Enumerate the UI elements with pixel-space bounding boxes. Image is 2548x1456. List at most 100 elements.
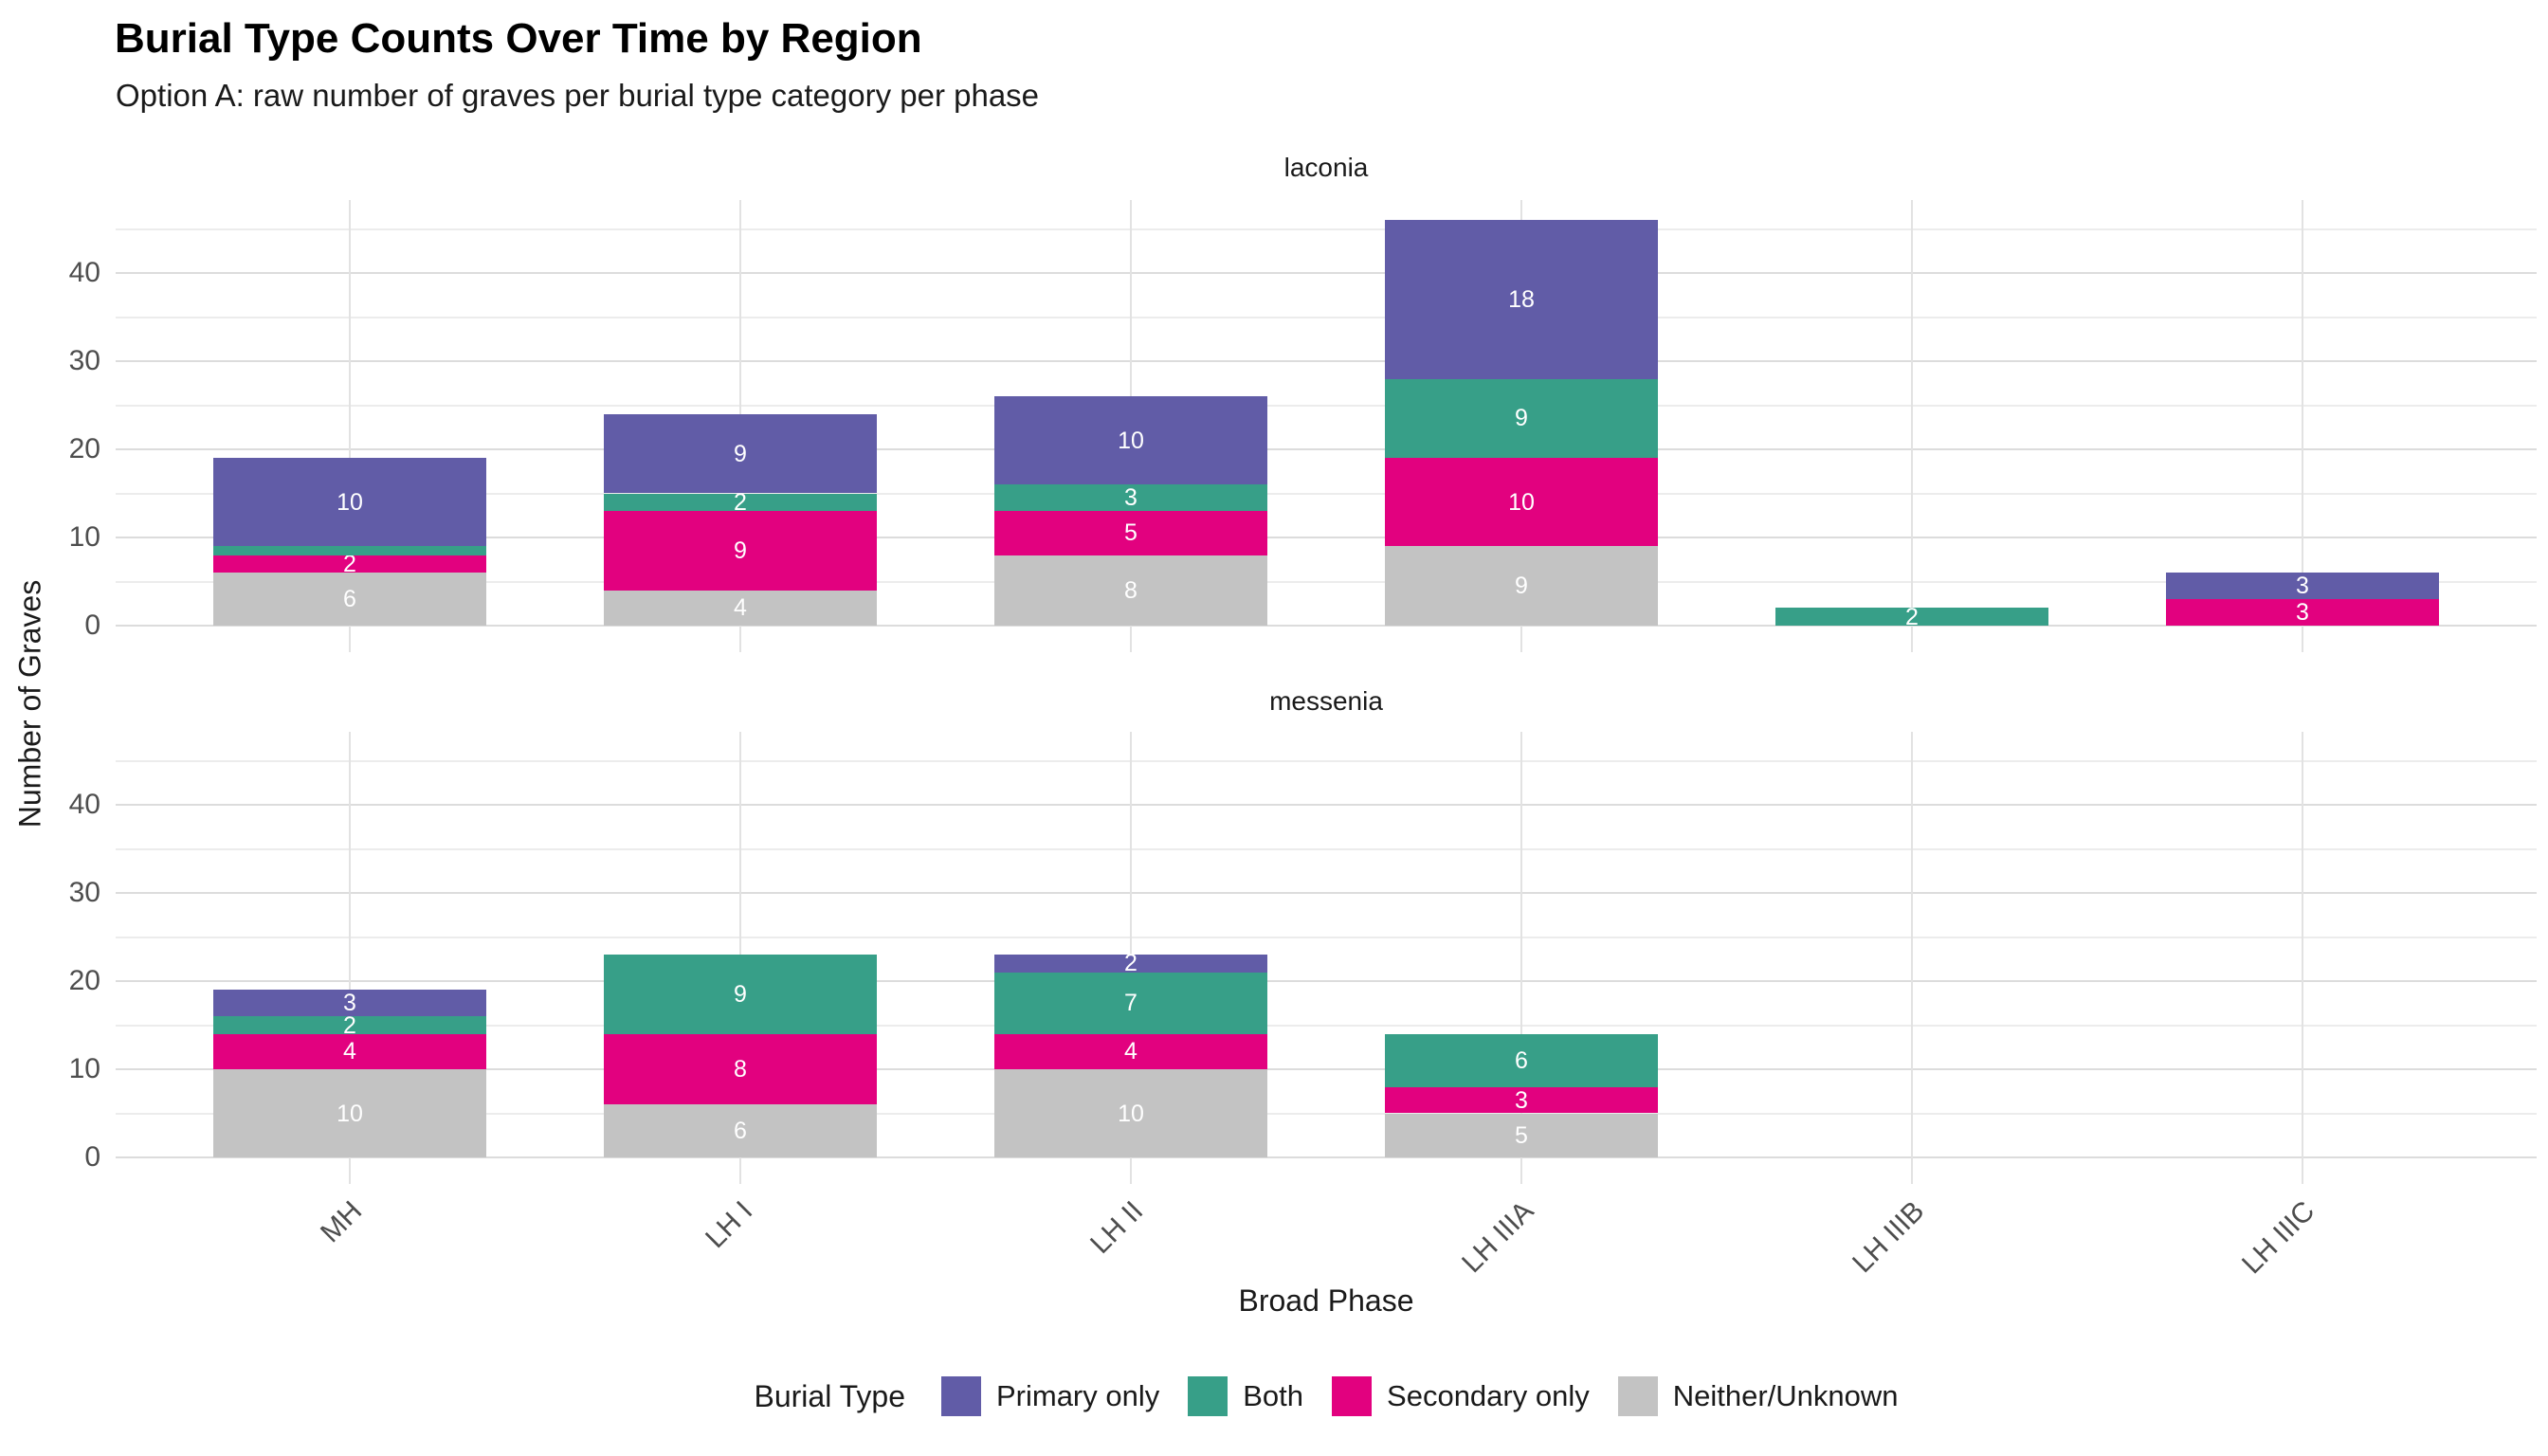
gridline-vertical xyxy=(349,732,351,1184)
gridline-minor xyxy=(116,228,2537,230)
messenia-lh-ii-neither-unknown-segment xyxy=(994,1069,1267,1157)
laconia-lh-ii-secondary-only-value-label: 5 xyxy=(1124,519,1138,547)
messenia-lh-i-both-value-label: 9 xyxy=(734,980,747,1008)
legend-label: Secondary only xyxy=(1387,1379,1590,1412)
legend-swatch-primary-only xyxy=(940,1376,981,1416)
messenia-lh-iiia-secondary-only-value-label: 3 xyxy=(1515,1086,1528,1114)
gridline-major xyxy=(116,625,2537,627)
laconia-lh-ii-both-segment xyxy=(994,484,1267,512)
gridline-major xyxy=(116,360,2537,362)
y-tick-label: 20 xyxy=(68,433,100,464)
laconia-mh-neither-unknown-segment xyxy=(213,573,486,626)
laconia-lh-i-both-value-label: 2 xyxy=(734,488,747,516)
gridline-minor xyxy=(116,847,2537,850)
gridline-minor xyxy=(116,1112,2537,1115)
laconia-mh-secondary-only-segment xyxy=(213,555,486,573)
y-tick-label: 20 xyxy=(68,965,100,996)
legend-item-secondary-only: Secondary only xyxy=(1332,1376,1590,1416)
laconia-lh-i-primary-only-segment xyxy=(604,413,877,494)
x-tick-label-lh-i: LH I xyxy=(700,1194,759,1255)
legend-label: Primary only xyxy=(995,1379,1160,1412)
gridline-vertical xyxy=(349,200,351,652)
chart-subtitle: Option A: raw number of graves per buria… xyxy=(116,78,1040,113)
laconia-lh-i-neither-unknown-segment xyxy=(604,590,877,626)
y-axis-title: Number of Graves xyxy=(12,579,47,828)
messenia-mh-primary-only-value-label: 3 xyxy=(343,990,356,1017)
y-tick-label: 40 xyxy=(68,257,100,288)
laconia-lh-iiic-secondary-only-segment xyxy=(2166,599,2439,626)
gridline-major xyxy=(116,804,2537,806)
x-tick-label-mh: MH xyxy=(314,1194,369,1249)
laconia-lh-i-secondary-only-segment xyxy=(604,511,877,591)
messenia-mh-secondary-only-value-label: 4 xyxy=(343,1038,356,1065)
laconia-lh-i-neither-unknown-value-label: 4 xyxy=(734,594,747,622)
laconia-lh-iiia-both-segment xyxy=(1385,378,1658,459)
laconia-lh-ii-neither-unknown-segment xyxy=(994,555,1267,626)
laconia-lh-iiib-both-segment xyxy=(1775,608,2048,626)
laconia-mh-primary-only-value-label: 10 xyxy=(337,488,363,516)
laconia-lh-ii-primary-only-segment xyxy=(994,396,1267,485)
messenia-lh-iiia-neither-unknown-segment xyxy=(1385,1113,1658,1157)
messenia-lh-i-neither-unknown-segment xyxy=(604,1104,877,1157)
legend-item-neither-unknown: Neither/Unknown xyxy=(1617,1376,1899,1416)
gridline-vertical xyxy=(1911,732,1913,1184)
gridline-vertical xyxy=(1911,200,1913,652)
legend-label: Both xyxy=(1243,1379,1304,1412)
messenia-lh-ii-secondary-only-segment xyxy=(994,1033,1267,1069)
gridline-minor xyxy=(116,316,2537,318)
gridline-minor xyxy=(116,404,2537,407)
laconia-mh-secondary-only-value-label: 2 xyxy=(343,550,356,577)
gridline-major xyxy=(116,980,2537,982)
messenia-mh-secondary-only-segment xyxy=(213,1033,486,1069)
messenia-lh-ii-secondary-only-value-label: 4 xyxy=(1124,1038,1138,1065)
gridline-major xyxy=(116,892,2537,894)
laconia-mh-both-segment xyxy=(213,546,486,555)
gridline-vertical xyxy=(1520,732,1522,1184)
laconia-lh-iiia-both-value-label: 9 xyxy=(1515,405,1528,432)
messenia-lh-i-both-segment xyxy=(604,955,877,1034)
messenia-lh-iiia-neither-unknown-value-label: 5 xyxy=(1515,1121,1528,1149)
x-tick-label-lh-iiib: LH IIIB xyxy=(1847,1194,1931,1280)
x-tick-label-lh-iiic: LH IIIC xyxy=(2235,1194,2321,1281)
laconia-lh-iiia-neither-unknown-segment xyxy=(1385,546,1658,626)
laconia-mh-primary-only-segment xyxy=(213,458,486,547)
laconia-lh-iiib-both-value-label: 2 xyxy=(1905,603,1919,630)
y-tick-label: 40 xyxy=(68,789,100,820)
messenia-lh-ii-both-value-label: 7 xyxy=(1124,990,1138,1017)
y-tick-label: 10 xyxy=(68,521,100,553)
messenia-lh-iiia-both-segment xyxy=(1385,1033,1658,1087)
messenia-mh-both-segment xyxy=(213,1016,486,1034)
messenia-lh-i-secondary-only-segment xyxy=(604,1033,877,1105)
legend-label: Neither/Unknown xyxy=(1672,1379,1899,1412)
chart-title: Burial Type Counts Over Time by Region xyxy=(115,15,922,62)
laconia-lh-iiia-neither-unknown-value-label: 9 xyxy=(1515,573,1528,600)
messenia-mh-neither-unknown-segment xyxy=(213,1069,486,1157)
messenia-lh-ii-both-segment xyxy=(994,972,1267,1034)
x-axis-title: Broad Phase xyxy=(1238,1283,1414,1318)
laconia-lh-i-primary-only-value-label: 9 xyxy=(734,440,747,467)
gridline-major xyxy=(116,272,2537,274)
gridline-major xyxy=(116,537,2537,538)
messenia-mh-primary-only-segment xyxy=(213,990,486,1017)
messenia-lh-i-secondary-only-value-label: 8 xyxy=(734,1056,747,1083)
laconia-mh-neither-unknown-value-label: 6 xyxy=(343,586,356,613)
gridline-major xyxy=(116,448,2537,450)
laconia-lh-iiia-secondary-only-segment xyxy=(1385,458,1658,547)
gridline-minor xyxy=(116,580,2537,583)
messenia-lh-ii-primary-only-value-label: 2 xyxy=(1124,950,1138,977)
laconia-lh-ii-neither-unknown-value-label: 8 xyxy=(1124,576,1138,604)
laconia-lh-ii-primary-only-value-label: 10 xyxy=(1118,427,1144,454)
messenia-lh-iiia-secondary-only-segment xyxy=(1385,1086,1658,1114)
facet-label-messenia: messenia xyxy=(1269,686,1383,716)
laconia-lh-iiic-primary-only-value-label: 3 xyxy=(2296,573,2309,600)
legend-item-both: Both xyxy=(1188,1376,1303,1416)
y-tick-label: 30 xyxy=(68,345,100,376)
y-tick-label: 30 xyxy=(68,877,100,908)
gridline-vertical xyxy=(2302,732,2303,1184)
legend-swatch-neither-unknown xyxy=(1617,1376,1658,1416)
y-tick-label: 0 xyxy=(84,1141,100,1173)
gridline-minor xyxy=(116,936,2537,938)
legend-swatch-secondary-only xyxy=(1332,1376,1373,1416)
messenia-lh-i-neither-unknown-value-label: 6 xyxy=(734,1118,747,1145)
messenia-lh-iiia-both-value-label: 6 xyxy=(1515,1046,1528,1074)
